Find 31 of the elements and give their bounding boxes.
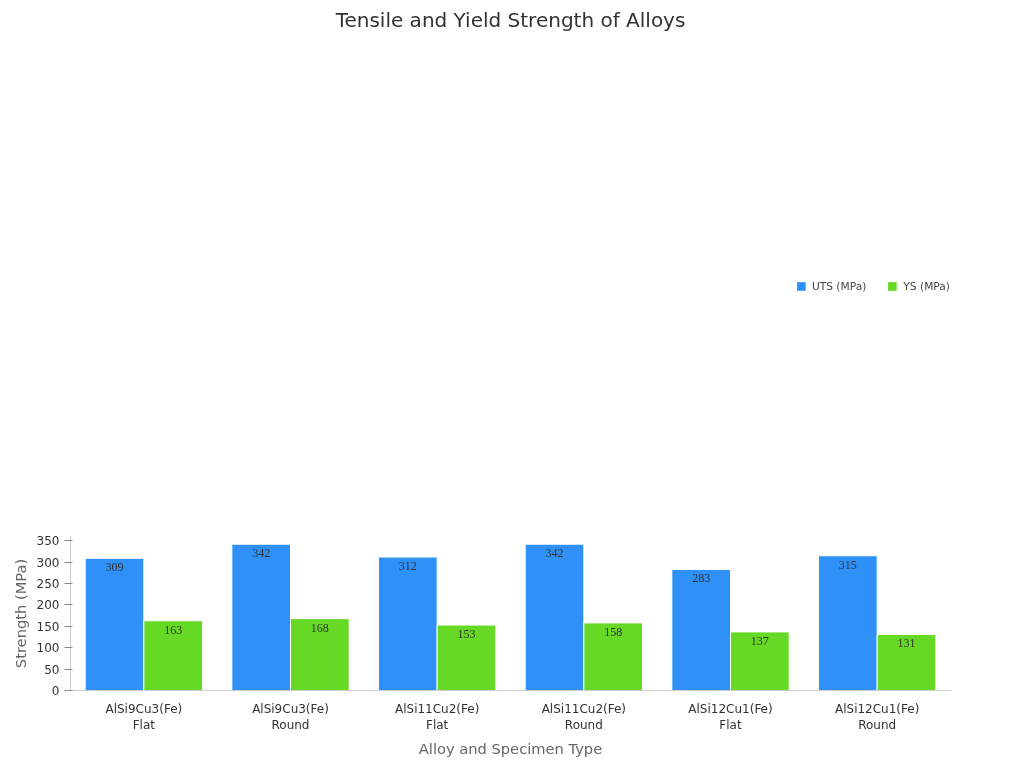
data-label: 153 xyxy=(457,627,476,642)
y-tick-label: 200 xyxy=(36,598,60,613)
legend-label: YS (MPa) xyxy=(903,279,950,293)
legend-label: UTS (MPa) xyxy=(811,279,867,293)
data-label: 137 xyxy=(750,633,769,648)
data-label: 309 xyxy=(105,560,124,575)
x-tick-label: AlSi11Cu2(Fe) Flat xyxy=(394,701,480,733)
y-tick-label: 150 xyxy=(36,619,60,634)
x-tick-label: AlSi11Cu2(Fe) Round xyxy=(541,701,627,733)
data-label: 283 xyxy=(692,571,711,586)
y-tick-label: 100 xyxy=(36,641,60,656)
y-tick-label: 300 xyxy=(36,555,60,570)
data-label: 163 xyxy=(164,622,183,637)
data-label: 342 xyxy=(545,546,564,561)
x-tick-label: AlSi12Cu1(Fe) Round xyxy=(834,701,920,733)
y-tick-label: 350 xyxy=(36,534,60,549)
x-tick-label: AlSi12Cu1(Fe) Flat xyxy=(688,701,773,733)
x-tick-label: AlSi9Cu3(Fe) Round xyxy=(252,701,329,733)
data-label: 168 xyxy=(310,620,329,635)
data-label: 315 xyxy=(838,557,857,572)
x-axis-title: Alloy and Specimen Type xyxy=(418,740,603,758)
data-label: 312 xyxy=(398,559,417,574)
y-tick-label: 250 xyxy=(36,577,60,592)
data-label: 342 xyxy=(252,546,271,561)
y-axis-title: Strength (MPa) xyxy=(11,558,29,669)
chart-title: Tensile and Yield Strength of Alloys xyxy=(334,7,686,32)
y-tick-label: 50 xyxy=(44,662,60,677)
data-label: 158 xyxy=(604,624,623,639)
x-tick-label: AlSi9Cu3(Fe) Flat xyxy=(105,701,183,733)
y-tick-label: 0 xyxy=(51,684,60,698)
data-label: 131 xyxy=(897,636,916,651)
